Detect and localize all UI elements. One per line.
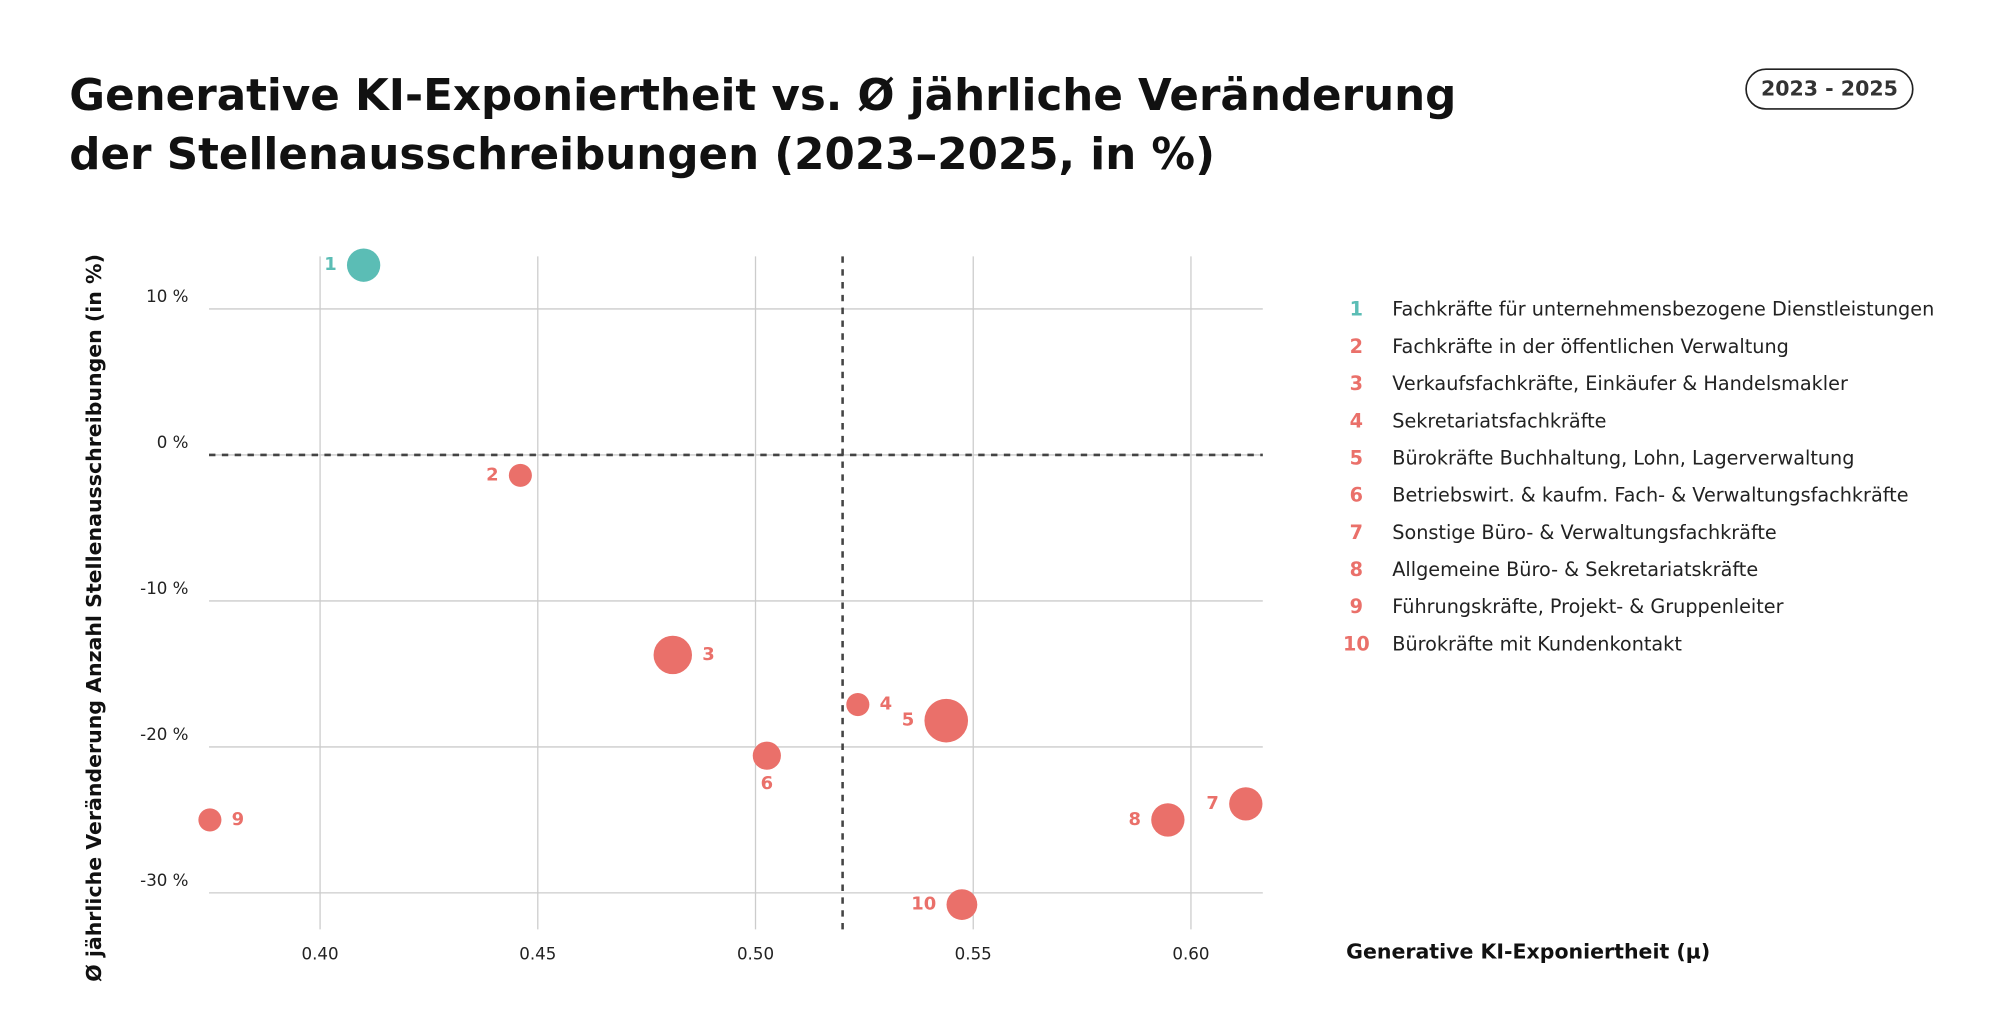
y-tick-label: 10 % <box>146 287 188 306</box>
bubble <box>1229 787 1263 821</box>
y-axis-label: Ø jährliche Veränderung Anzahl Stellenau… <box>82 254 106 982</box>
legend-label: Führungskräfte, Projekt- & Gruppenleiter <box>1392 595 1783 618</box>
y-tick-label: 0 % <box>157 433 189 452</box>
legend-number: 1 <box>1350 298 1363 321</box>
point-label: 4 <box>880 694 892 715</box>
legend-number: 4 <box>1350 409 1363 432</box>
legend-number: 10 <box>1343 632 1370 655</box>
legend-number: 2 <box>1350 335 1363 358</box>
bubble <box>924 698 969 743</box>
legend-label: Bürokräfte mit Kundenkontakt <box>1392 632 1682 655</box>
legend-number: 7 <box>1350 521 1363 544</box>
x-tick-label: 0.40 <box>302 945 339 964</box>
chart-title: der Stellenausschreibungen (2023–2025, i… <box>69 130 1215 180</box>
legend-number: 3 <box>1350 372 1363 395</box>
legend-label: Allgemeine Büro- & Sekretariatskräfte <box>1392 558 1758 581</box>
point-label: 5 <box>902 710 914 731</box>
bubble <box>508 463 532 487</box>
badge: 2023 - 2025 <box>1761 77 1898 101</box>
bubble <box>346 248 381 282</box>
legend-number: 9 <box>1350 595 1363 618</box>
legend-label: Sekretariatsfachkräfte <box>1392 409 1606 432</box>
x-axis-label: Generative KI-Exponiertheit (µ) <box>1346 939 1710 963</box>
x-tick-label: 0.55 <box>955 945 992 964</box>
point-label: 9 <box>232 809 244 830</box>
point-label: 6 <box>761 773 773 794</box>
bubble <box>946 889 978 920</box>
y-tick-label: -10 % <box>140 579 188 598</box>
point-label: 3 <box>702 644 714 665</box>
x-tick-label: 0.45 <box>519 945 556 964</box>
point-label: 2 <box>486 464 498 485</box>
chart-title: Generative KI-Exponiertheit vs. Ø jährli… <box>69 71 1456 121</box>
bubble <box>198 808 222 832</box>
legend-number: 8 <box>1350 558 1363 581</box>
point-label: 1 <box>324 254 336 275</box>
badge-frame <box>1745 68 1914 110</box>
legend-number: 6 <box>1350 484 1363 507</box>
bubble <box>1151 803 1185 837</box>
y-tick-label: -30 % <box>140 871 188 890</box>
bubble <box>846 693 870 717</box>
legend-label: Fachkräfte für unternehmensbezogene Dien… <box>1392 298 1934 321</box>
point-label: 8 <box>1128 809 1140 830</box>
legend-label: Bürokräfte Buchhaltung, Lohn, Lagerverwa… <box>1392 446 1854 469</box>
y-tick-label: -20 % <box>140 725 188 744</box>
bubble <box>653 635 693 675</box>
x-tick-label: 0.60 <box>1172 945 1209 964</box>
x-tick-label: 0.50 <box>737 945 774 964</box>
bubble <box>752 741 781 770</box>
point-label: 10 <box>911 894 936 915</box>
point-label: 7 <box>1206 793 1218 814</box>
legend-number: 5 <box>1350 446 1363 469</box>
legend-label: Betriebswirt. & kaufm. Fach- & Verwaltun… <box>1392 484 1908 507</box>
legend-label: Sonstige Büro- & Verwaltungsfachkräfte <box>1392 521 1776 544</box>
legend-label: Fachkräfte in der öffentlichen Verwaltun… <box>1392 335 1789 358</box>
legend-label: Verkaufsfachkräfte, Einkäufer & Handelsm… <box>1392 372 1848 395</box>
